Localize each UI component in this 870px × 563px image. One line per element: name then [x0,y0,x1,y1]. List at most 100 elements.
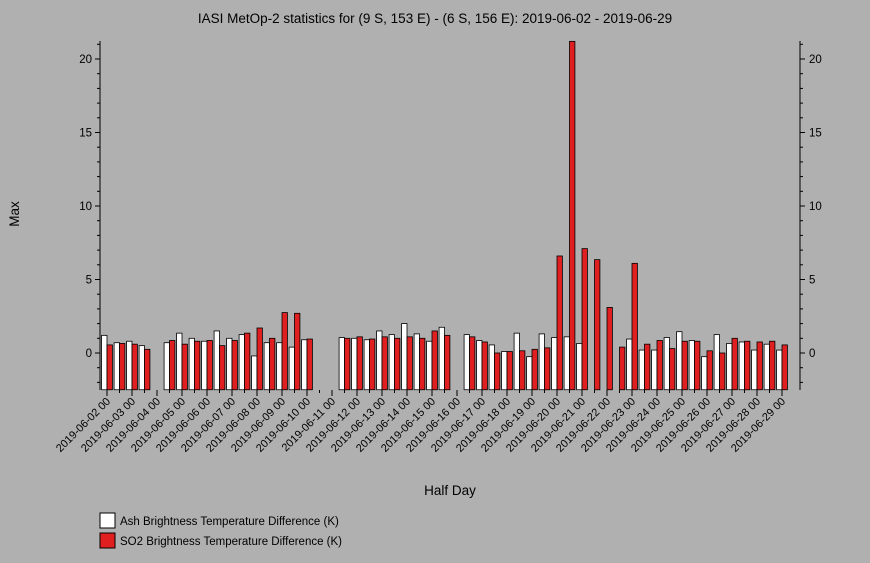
chart-title: IASI MetOp-2 statistics for (9 S, 153 E)… [198,11,672,26]
bar-ash [726,343,733,391]
bar-so2 [706,350,713,391]
bar-ash [213,330,220,391]
bar-ash [288,346,295,391]
bar-ash [551,337,558,391]
bar-so2 [669,348,676,391]
bar-so2 [356,336,363,391]
bar-so2 [106,344,113,391]
bar-so2 [306,338,313,391]
bar-so2 [619,346,626,391]
bar-so2 [119,343,126,391]
bar-ash [488,344,495,391]
bar-so2 [369,338,376,391]
bar-so2 [694,340,701,391]
bar-ash [201,340,208,391]
bar-so2 [781,344,788,391]
bar-so2 [731,337,738,391]
bar-so2 [344,337,351,391]
legend-label-so2: SO2 Brightness Temperature Difference (K… [120,536,342,548]
legend: Ash Brightness Temperature Difference (K… [99,512,342,549]
bar-so2 [206,340,213,391]
bar-so2 [656,340,663,391]
bar-ash [563,336,570,391]
bar-so2 [431,330,438,391]
bar-ash [263,342,270,391]
bar-so2 [556,255,563,391]
bar-ash [226,337,233,391]
y-tick-label-left: 10 [79,201,92,213]
bar-ash [388,334,395,391]
bar-ash [351,337,358,391]
plot-area: 0 0 5 5 10 10 15 15 20 20 2019-06-02 002019-06-03… [54,40,822,455]
bar-so2 [394,337,401,391]
bar-ash [463,334,470,391]
bar-ash [776,349,783,391]
bar-ash [751,349,758,391]
bar-ash [476,340,483,391]
bar-ash [363,339,370,391]
bar-so2 [719,352,726,391]
y-tick-label-left: 15 [79,128,92,140]
bar-ash [676,331,683,391]
y-tick-label-right: 15 [809,128,822,140]
legend-label-ash: Ash Brightness Temperature Difference (K… [120,516,339,528]
bar-ash [413,333,420,391]
bar-ash [663,337,670,391]
bar-so2 [644,343,651,391]
bar-so2 [569,40,576,391]
bar-ash [126,340,133,391]
bar-so2 [244,332,251,391]
bar-ash [701,356,708,391]
y-tick-label-left: 0 [86,348,92,360]
bar-so2 [469,336,476,391]
bar-ash [638,349,645,391]
bar-ash [763,343,770,391]
bar-ash [513,332,520,391]
bar-so2 [444,334,451,391]
bar-so2 [631,262,638,391]
bar-so2 [194,340,201,391]
bar-so2 [181,343,188,391]
bar-so2 [681,340,688,391]
bar-ash [101,334,108,391]
bar-so2 [256,327,263,391]
bar-so2 [481,341,488,391]
bar-so2 [544,347,551,391]
bar-so2 [144,348,151,391]
bar-ash [376,330,383,391]
y-tick-label-left: 20 [79,54,92,66]
bar-so2 [581,248,588,391]
bar-ash [163,342,170,391]
bar-so2 [231,340,238,391]
y-ticks: 0 0 5 5 10 10 15 15 20 20 [79,43,822,383]
bar-so2 [519,350,526,391]
bar-ash [138,345,145,391]
bar-ash [401,323,408,391]
bars [101,40,788,391]
bar-ash [238,334,245,391]
bar-so2 [594,259,601,391]
legend-swatch-ash [99,512,116,529]
bar-ash [251,355,258,391]
bar-so2 [756,341,763,391]
x-axis-label: Half Day [424,483,476,498]
bar-ash [738,341,745,391]
bar-ash [538,333,545,391]
bar-ash [688,340,695,391]
bar-so2 [506,351,513,391]
y-tick-label-right: 5 [809,275,815,287]
bar-ash [651,349,658,391]
bar-so2 [744,340,751,391]
bar-ash [576,343,583,391]
bar-so2 [381,336,388,391]
y-tick-label-left: 5 [86,275,92,287]
bar-so2 [406,336,413,391]
bar-ash [713,334,720,391]
bar-ash [188,337,195,391]
bar-so2 [281,312,288,391]
bar-so2 [419,337,426,391]
bar-ash [176,332,183,391]
bar-so2 [606,307,613,391]
